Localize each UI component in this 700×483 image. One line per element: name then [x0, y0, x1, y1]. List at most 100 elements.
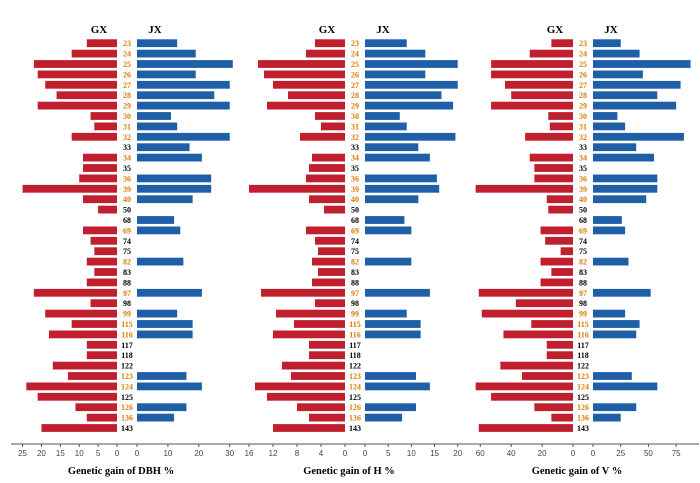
gx-bar-31: [94, 122, 117, 131]
gx-bar-122: [52, 361, 117, 370]
gx-bar-36: [306, 174, 345, 183]
gx-bar-98: [315, 299, 345, 308]
category-label-39: 39: [351, 185, 359, 194]
gx-bar-82: [540, 257, 573, 266]
gx-bar-126: [297, 403, 345, 412]
jx-bar-69: [137, 226, 181, 235]
category-label-97: 97: [579, 289, 587, 298]
gx-bar-24: [71, 49, 117, 58]
category-label-143: 143: [577, 424, 589, 433]
jx-bar-32: [365, 132, 456, 141]
gx-bar-28: [288, 91, 345, 100]
category-label-124: 124: [121, 382, 133, 391]
gx-bar-123: [522, 372, 573, 380]
x-tick-label: 50: [644, 449, 653, 458]
category-label-118: 118: [121, 351, 133, 360]
category-label-40: 40: [351, 195, 359, 204]
jx-bar-27: [365, 80, 458, 89]
jx-bar-24: [593, 49, 640, 58]
gx-bar-126: [75, 403, 117, 412]
gx-bar-35: [83, 164, 117, 172]
jx-bar-69: [593, 226, 626, 235]
category-label-27: 27: [123, 81, 131, 90]
gx-bar-124: [475, 382, 573, 391]
category-label-122: 122: [577, 362, 589, 371]
category-label-99: 99: [351, 310, 359, 319]
gx-bar-24: [529, 49, 573, 58]
jx-bar-123: [365, 372, 416, 380]
category-label-116: 116: [577, 330, 589, 339]
gx-header: GX: [91, 24, 108, 36]
gx-bar-23: [86, 39, 117, 48]
category-label-123: 123: [577, 372, 589, 381]
category-label-39: 39: [123, 185, 131, 194]
gx-bar-30: [315, 112, 345, 120]
category-label-126: 126: [577, 403, 589, 412]
category-label-31: 31: [123, 122, 131, 131]
gx-bar-34: [312, 153, 345, 162]
gx-bar-50: [98, 205, 117, 214]
gx-bar-30: [548, 112, 573, 120]
category-label-123: 123: [121, 372, 133, 381]
gx-bar-36: [534, 174, 573, 183]
x-tick-label: 30: [225, 449, 234, 458]
category-label-97: 97: [351, 289, 359, 298]
x-tick-label: 0: [363, 449, 368, 458]
category-label-74: 74: [579, 237, 587, 246]
gx-bar-116: [49, 330, 117, 339]
jx-bar-33: [593, 143, 637, 152]
category-label-28: 28: [123, 91, 131, 100]
category-label-74: 74: [351, 237, 359, 246]
jx-bar-136: [365, 413, 403, 422]
jx-bar-40: [137, 195, 193, 204]
panel-2: GX JX232425262728293031323334353639405068…: [239, 24, 471, 477]
category-label-28: 28: [351, 91, 359, 100]
jx-bar-33: [365, 143, 419, 152]
gx-bar-99: [276, 309, 345, 318]
category-label-34: 34: [351, 154, 359, 163]
jx-bar-30: [137, 112, 171, 120]
jx-bar-124: [365, 382, 430, 391]
category-label-29: 29: [123, 102, 131, 111]
category-label-116: 116: [121, 330, 133, 339]
gx-bar-83: [94, 268, 117, 276]
category-label-98: 98: [123, 299, 131, 308]
category-label-26: 26: [351, 70, 359, 79]
gx-bar-40: [309, 195, 345, 204]
category-label-82: 82: [579, 258, 587, 267]
gx-bar-75: [94, 247, 117, 256]
gx-bar-30: [90, 112, 117, 120]
jx-bar-31: [593, 122, 626, 131]
jx-bar-34: [365, 153, 430, 162]
gx-bar-69: [83, 226, 117, 235]
jx-bar-68: [365, 216, 405, 224]
gx-bar-97: [33, 288, 118, 297]
jx-bar-30: [593, 112, 618, 120]
jx-bar-36: [137, 174, 212, 183]
category-label-124: 124: [349, 382, 361, 391]
gx-bar-25: [33, 60, 118, 68]
x-tick-label: 75: [672, 449, 681, 458]
category-label-143: 143: [349, 424, 361, 433]
jx-bar-116: [365, 330, 421, 339]
x-tick-label: 0: [343, 449, 348, 458]
gx-bar-88: [312, 278, 345, 287]
category-label-31: 31: [351, 122, 359, 131]
jx-bar-29: [137, 101, 230, 110]
jx-bar-68: [137, 216, 175, 224]
gx-bar-31: [321, 122, 345, 131]
category-label-125: 125: [349, 393, 361, 402]
category-label-125: 125: [121, 393, 133, 402]
gx-bar-88: [86, 278, 117, 287]
category-label-24: 24: [351, 50, 359, 59]
gx-bar-115: [294, 320, 345, 328]
category-label-116: 116: [349, 330, 361, 339]
gx-bar-28: [56, 91, 117, 100]
category-label-23: 23: [351, 39, 359, 48]
jx-bar-25: [365, 60, 458, 68]
gx-bar-83: [318, 268, 345, 276]
jx-bar-31: [365, 122, 407, 131]
category-label-25: 25: [579, 60, 587, 69]
category-label-82: 82: [123, 258, 131, 267]
gx-bar-125: [491, 392, 573, 401]
